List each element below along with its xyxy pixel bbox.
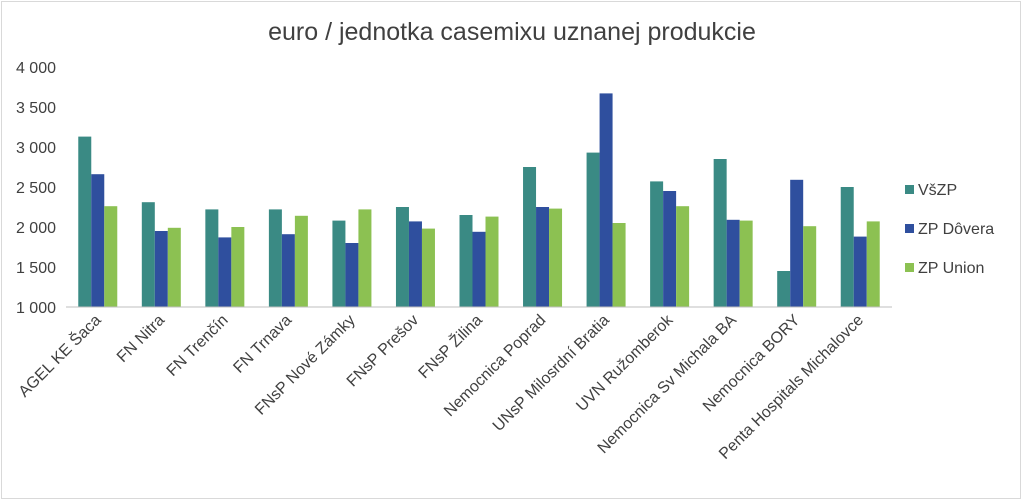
bar-zp-union-1 [167, 227, 181, 307]
bar-zp-union-8 [612, 223, 626, 307]
x-category-label: AGEL KE Šaca [14, 310, 104, 400]
bar-zp-union-5 [421, 228, 435, 307]
bar-zp-d-vera-5 [408, 221, 422, 307]
bar-zp-union-11 [803, 226, 817, 307]
bar-v-zp-1 [141, 202, 155, 307]
x-category-label: FNsP Žilina [414, 310, 486, 382]
bar-v-zp-3 [268, 209, 282, 307]
bar-zp-d-vera-9 [663, 191, 677, 307]
bar-zp-d-vera-11 [790, 179, 804, 307]
bar-v-zp-7 [523, 167, 537, 307]
bar-zp-union-4 [358, 209, 372, 307]
y-tick-label: 2 500 [16, 180, 56, 197]
bar-zp-d-vera-2 [218, 237, 232, 307]
bar-zp-union-2 [231, 227, 245, 307]
bar-zp-union-12 [866, 221, 880, 307]
bar-zp-d-vera-7 [536, 207, 550, 307]
bar-v-zp-2 [205, 209, 219, 307]
bar-v-zp-6 [459, 215, 473, 307]
y-tick-label: 4 000 [16, 60, 56, 77]
legend-swatch [905, 224, 914, 233]
legend-swatch [905, 263, 914, 272]
bar-zp-d-vera-4 [345, 243, 359, 307]
bar-zp-d-vera-0 [91, 174, 105, 307]
y-tick-label: 1 500 [16, 260, 56, 277]
x-category-label: UNsP Milosrdní Bratia [490, 312, 613, 435]
x-category-label: FN Nitra [114, 312, 168, 366]
legend-label: VšZP [918, 182, 957, 199]
y-tick-label: 3 000 [16, 140, 56, 157]
bar-v-zp-12 [840, 187, 854, 307]
bar-zp-d-vera-1 [154, 231, 168, 307]
bar-v-zp-10 [713, 159, 727, 307]
bar-zp-union-7 [549, 208, 563, 307]
legend: VšZP ZP Dôvera ZP Union [905, 182, 994, 277]
bar-v-zp-4 [332, 220, 346, 307]
bar-zp-union-0 [104, 206, 118, 307]
y-axis-ticks: 1 000 1 500 2 000 2 500 3 000 3 500 4 000 [16, 60, 56, 317]
y-tick-label: 2 000 [16, 220, 56, 237]
bar-zp-d-vera-8 [599, 93, 613, 308]
y-tick-label: 3 500 [16, 100, 56, 117]
bar-v-zp-5 [395, 207, 409, 307]
bar-v-zp-11 [777, 271, 791, 307]
x-category-label: FN Trenčín [164, 312, 232, 380]
bar-zp-d-vera-12 [853, 236, 867, 307]
x-category-label: FN Trnava [230, 312, 295, 377]
legend-label: ZP Dôvera [918, 221, 994, 238]
bar-zp-union-6 [485, 216, 499, 307]
bar-v-zp-0 [78, 136, 92, 307]
bar-zp-d-vera-3 [281, 234, 295, 307]
bar-zp-union-9 [676, 206, 690, 307]
bar-zp-union-3 [294, 215, 308, 307]
y-tick-label: 1 000 [16, 300, 56, 317]
chart-title: euro / jednotka casemixu uznanej produkc… [268, 18, 756, 46]
legend-label: ZP Union [918, 260, 984, 277]
bar-zp-union-10 [739, 220, 753, 307]
bar-v-zp-8 [586, 152, 600, 307]
bar-zp-d-vera-6 [472, 231, 486, 307]
bars-group [78, 93, 880, 308]
legend-swatch [905, 185, 914, 194]
bar-zp-d-vera-10 [726, 219, 740, 307]
bar-v-zp-9 [650, 181, 664, 307]
